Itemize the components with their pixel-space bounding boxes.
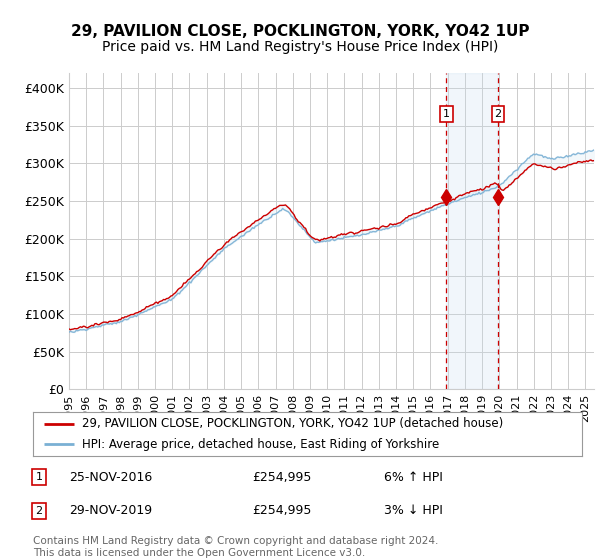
Text: 2: 2 (35, 506, 43, 516)
Text: 29, PAVILION CLOSE, POCKLINGTON, YORK, YO42 1UP (detached house): 29, PAVILION CLOSE, POCKLINGTON, YORK, Y… (82, 417, 503, 430)
Text: £254,995: £254,995 (252, 504, 311, 517)
Text: 29, PAVILION CLOSE, POCKLINGTON, YORK, YO42 1UP: 29, PAVILION CLOSE, POCKLINGTON, YORK, Y… (71, 24, 529, 39)
Text: 1: 1 (443, 109, 450, 119)
Text: HPI: Average price, detached house, East Riding of Yorkshire: HPI: Average price, detached house, East… (82, 438, 440, 451)
Text: 29-NOV-2019: 29-NOV-2019 (69, 504, 152, 517)
Text: Price paid vs. HM Land Registry's House Price Index (HPI): Price paid vs. HM Land Registry's House … (102, 40, 498, 54)
Text: 3% ↓ HPI: 3% ↓ HPI (384, 504, 443, 517)
Text: £254,995: £254,995 (252, 470, 311, 484)
Text: 1: 1 (35, 472, 43, 482)
Text: Contains HM Land Registry data © Crown copyright and database right 2024.
This d: Contains HM Land Registry data © Crown c… (33, 536, 439, 558)
Text: 6% ↑ HPI: 6% ↑ HPI (384, 470, 443, 484)
Text: 2: 2 (494, 109, 502, 119)
Text: 25-NOV-2016: 25-NOV-2016 (69, 470, 152, 484)
Bar (446, 73, 498, 389)
